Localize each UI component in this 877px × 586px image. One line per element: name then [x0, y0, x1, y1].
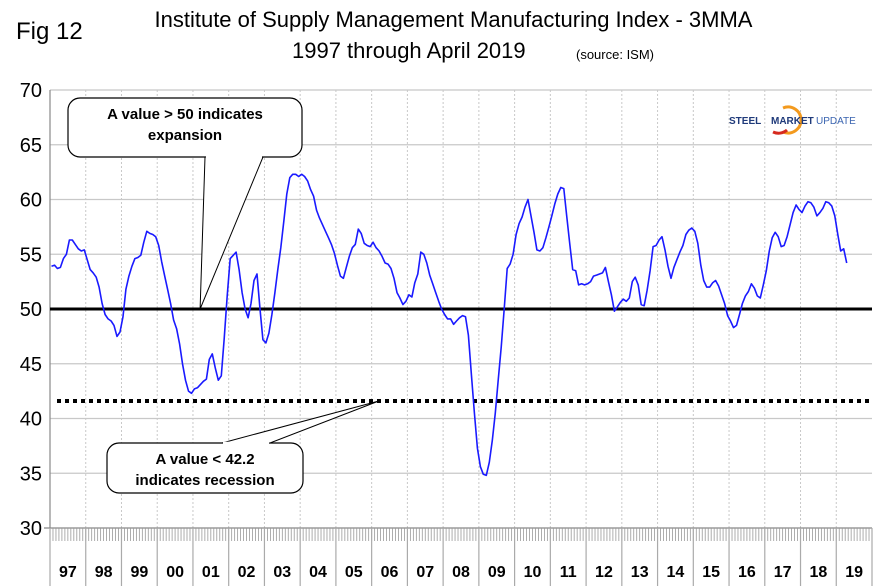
callout-text: A value > 50 indicates	[107, 106, 263, 123]
y-tick-label: 40	[20, 409, 42, 431]
x-tick-label: 97	[59, 564, 77, 581]
x-tick-label: 15	[702, 564, 720, 581]
x-tick-label: 03	[273, 564, 291, 581]
x-tick-label: 13	[631, 564, 649, 581]
x-tick-label: 19	[845, 564, 863, 581]
steel-market-update-logo: STEEL MARKET UPDATE	[729, 105, 856, 135]
y-tick-label: 60	[20, 190, 42, 212]
series-line	[51, 173, 848, 477]
x-tick-label: 06	[381, 564, 399, 581]
y-tick-label: 45	[20, 354, 42, 376]
y-tick-label: 35	[20, 463, 42, 485]
figure-label: Fig 12	[16, 18, 83, 45]
x-tick-label: 00	[166, 564, 184, 581]
x-tick-label: 99	[130, 564, 148, 581]
logo-arc-icon	[782, 105, 803, 135]
logo-arc-red-icon	[772, 128, 788, 135]
callout-text: expansion	[148, 127, 222, 144]
y-tick-label: 30	[20, 518, 42, 540]
x-tick-label: 07	[416, 564, 434, 581]
y-tick-label: 55	[20, 244, 42, 266]
y-tick-label: 50	[20, 299, 42, 321]
callouts: A value > 50 indicates expansion A value <…	[67, 97, 379, 494]
logo-word-update: UPDATE	[816, 116, 856, 127]
callout-box	[106, 442, 304, 494]
series-group	[51, 173, 848, 477]
x-tick-label: 12	[595, 564, 613, 581]
recession-callout: A value < 42.2 indicates recession	[106, 400, 379, 494]
x-tick-label: 11	[560, 564, 577, 581]
x-tick-label: 16	[738, 564, 756, 581]
expansion-callout: A value > 50 indicates expansion	[67, 97, 303, 310]
y-tick-label: 70	[20, 80, 42, 102]
callout-text: indicates recession	[135, 472, 274, 489]
chart-subtitle: 1997 through April 2019	[292, 38, 526, 63]
logo-word-steel: STEEL	[729, 116, 761, 127]
x-tick-label: 18	[809, 564, 827, 581]
source-note: (source: ISM)	[576, 47, 655, 62]
x-tick-label: 05	[345, 564, 363, 581]
x-tick-label: 02	[238, 564, 256, 581]
callout-box	[67, 97, 303, 158]
axes: 30 35 40 45 50 55 60 65 70 97 98 99 00 01 02 03 04 05 06 07…	[20, 80, 873, 586]
x-tick-label: 17	[774, 564, 792, 581]
x-tick-label: 08	[452, 564, 470, 581]
logo-word-market: MARKET	[771, 116, 814, 127]
chart-title: Institute of Supply Management Manufactu…	[154, 7, 753, 32]
x-tick-label: 98	[95, 564, 113, 581]
x-tick-label: 04	[309, 564, 327, 581]
x-tick-label: 09	[488, 564, 506, 581]
reference-lines	[50, 307, 872, 403]
callout-text: A value < 42.2	[155, 451, 254, 468]
y-tick-label: 65	[20, 135, 42, 157]
x-tick-label: 01	[202, 564, 220, 581]
x-tick-label: 10	[524, 564, 542, 581]
x-tick-label: 14	[667, 564, 685, 581]
